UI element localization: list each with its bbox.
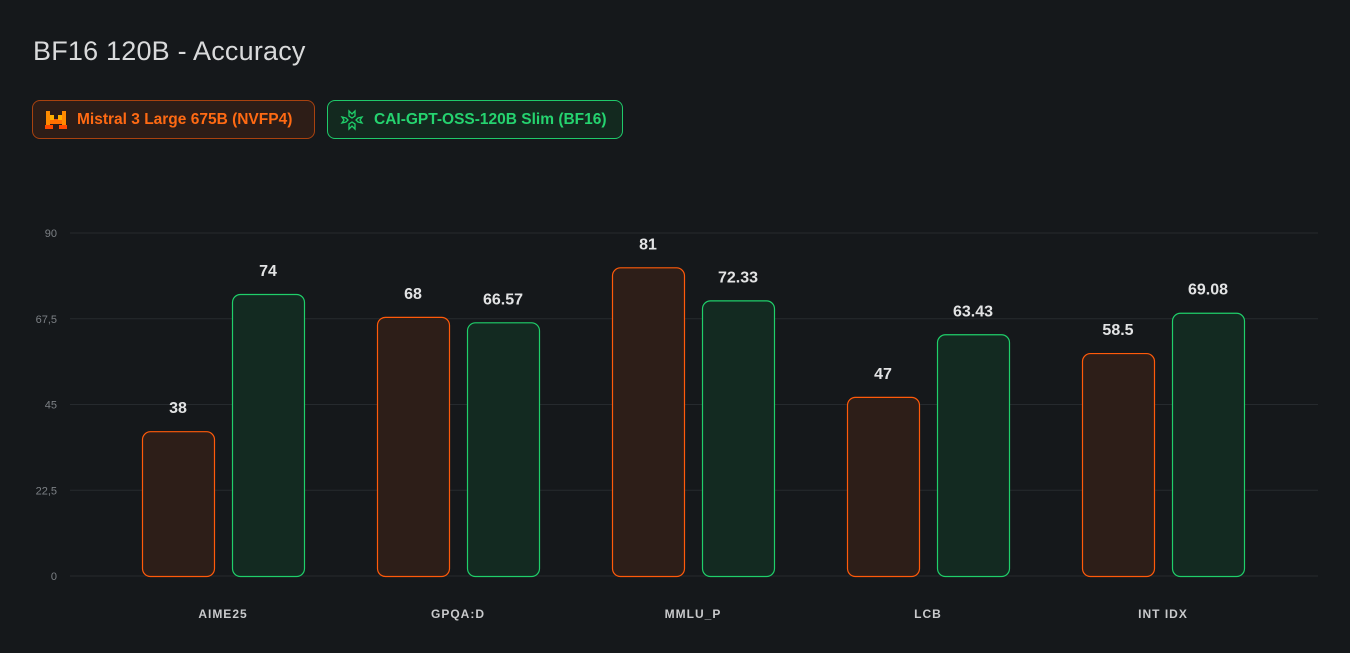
bar <box>466 322 541 578</box>
y-tick-label: 0 <box>51 571 57 583</box>
data-label: 38 <box>169 400 187 417</box>
data-label: 63.43 <box>953 303 993 320</box>
y-tick-label: 22,5 <box>36 485 57 497</box>
bar <box>611 267 686 578</box>
x-tick-label: AIME25 <box>198 607 247 621</box>
legend-item-mistral[interactable]: Mistral 3 Large 675B (NVFP4) <box>32 100 315 139</box>
data-label: 72.33 <box>718 269 758 286</box>
data-label: 68 <box>404 286 422 303</box>
data-label: 81 <box>639 236 657 253</box>
bar <box>701 300 776 578</box>
data-label: 66.57 <box>483 291 523 308</box>
data-label: 58.5 <box>1102 322 1133 339</box>
bar <box>846 396 921 578</box>
data-label: 74 <box>259 263 277 280</box>
x-tick-label: INT IDX <box>1138 607 1188 621</box>
x-tick-label: GPQA:D <box>431 607 485 621</box>
y-tick-label: 45 <box>45 400 57 412</box>
x-tick-label: MMLU_P <box>665 607 722 621</box>
chart-title: BF16 120B - Accuracy <box>33 36 306 66</box>
data-label: 69.08 <box>1188 282 1228 299</box>
snowflake-logo-icon <box>340 108 364 131</box>
bar <box>231 293 306 578</box>
legend-item-cai[interactable]: CAI-GPT-OSS-120B Slim (BF16) <box>327 100 623 139</box>
data-label: 47 <box>874 366 892 383</box>
x-tick-label: LCB <box>914 607 942 621</box>
y-tick-label: 90 <box>45 228 57 240</box>
mistral-logo-icon <box>45 110 67 129</box>
bar <box>141 431 216 578</box>
y-tick-label: 67,5 <box>36 314 57 326</box>
bar <box>1171 312 1246 578</box>
legend-label: Mistral 3 Large 675B (NVFP4) <box>77 110 293 128</box>
bar <box>376 316 451 578</box>
bar <box>936 334 1011 578</box>
legend-label: CAI-GPT-OSS-120B Slim (BF16) <box>374 110 607 128</box>
bar <box>1081 352 1156 578</box>
